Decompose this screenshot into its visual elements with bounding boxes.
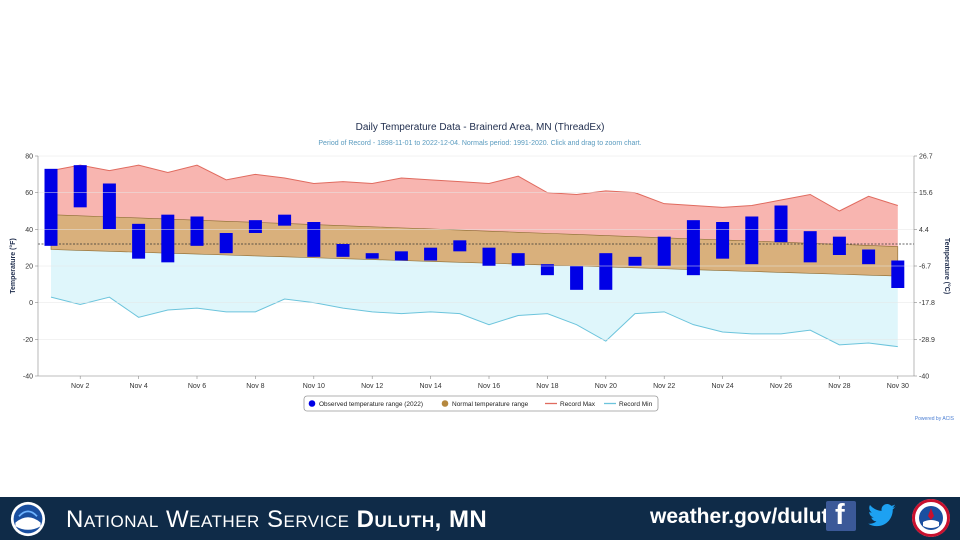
observed-bar-nov-28 bbox=[832, 236, 846, 255]
legend-record-max-label[interactable]: Record Max bbox=[560, 401, 596, 408]
observed-bar-nov-29 bbox=[862, 249, 876, 265]
x-tick-2: Nov 6 bbox=[188, 383, 206, 390]
observed-bar-nov-26 bbox=[774, 205, 788, 243]
x-tick-8: Nov 18 bbox=[536, 383, 558, 390]
chart-credit[interactable]: Powered by ACIS bbox=[915, 416, 955, 422]
observed-bar-nov-16 bbox=[482, 247, 496, 266]
observed-bar-nov-4 bbox=[132, 223, 146, 259]
observed-bar-nov-6 bbox=[190, 216, 204, 246]
facebook-icon[interactable]: f bbox=[826, 499, 856, 531]
observed-bar-nov-2 bbox=[73, 165, 87, 208]
chart-title: Daily Temperature Data - Brainerd Area, … bbox=[356, 122, 605, 133]
legend-observed-label[interactable]: Observed temperature range (2022) bbox=[319, 401, 423, 408]
x-tick-13: Nov 28 bbox=[828, 383, 850, 390]
y-tick-right-4: -17.8 bbox=[919, 300, 935, 307]
x-tick-11: Nov 24 bbox=[712, 383, 734, 390]
y-tick-left-0: 80 bbox=[25, 154, 33, 161]
chart-subtitle: Period of Record - 1898-11-01 to 2022-12… bbox=[318, 140, 641, 147]
plot-area[interactable] bbox=[38, 164, 914, 348]
observed-bar-nov-12 bbox=[365, 253, 379, 259]
y-tick-left-5: -20 bbox=[23, 337, 33, 344]
axes: 80 60 40 20 0 -20 -40 26.7 15.6 4.4 -6.7 -17.8 -28.9… bbox=[23, 154, 935, 391]
x-tick-10: Nov 22 bbox=[653, 383, 675, 390]
observed-bar-nov-7 bbox=[219, 233, 233, 254]
observed-bar-nov-24 bbox=[716, 222, 730, 259]
y-tick-left-2: 40 bbox=[25, 227, 33, 234]
website-link[interactable]: weather.gov/duluth bbox=[650, 505, 842, 528]
y-tick-right-2: 4.4 bbox=[919, 227, 929, 234]
nws-footer-banner: National Weather Service Duluth, MN weat… bbox=[0, 497, 960, 540]
observed-bar-nov-20 bbox=[599, 253, 613, 290]
x-tick-6: Nov 14 bbox=[420, 383, 442, 390]
x-tick-1: Nov 4 bbox=[129, 383, 147, 390]
x-tick-9: Nov 20 bbox=[595, 383, 617, 390]
y-tick-right-1: 15.6 bbox=[919, 190, 933, 197]
record-min-line bbox=[50, 296, 898, 348]
observed-bar-nov-17 bbox=[511, 253, 525, 266]
office-name: Duluth, MN bbox=[356, 506, 488, 533]
x-tick-5: Nov 12 bbox=[361, 383, 383, 390]
x-tick-4: Nov 10 bbox=[303, 383, 325, 390]
observed-bar-nov-1 bbox=[44, 168, 58, 246]
legend-normal-label[interactable]: Normal temperature range bbox=[452, 401, 529, 408]
x-tick-7: Nov 16 bbox=[478, 383, 500, 390]
legend-normal-marker bbox=[441, 400, 449, 407]
observed-bar-nov-23 bbox=[686, 220, 700, 276]
x-tick-0: Nov 2 bbox=[71, 383, 89, 390]
observed-bar-nov-18 bbox=[540, 264, 554, 276]
observed-bar-nov-27 bbox=[803, 231, 817, 263]
nws-office-title: National Weather Service Duluth, MN bbox=[66, 506, 487, 534]
observed-bar-nov-9 bbox=[278, 214, 292, 226]
record-max-line bbox=[50, 164, 898, 212]
temperature-chart[interactable]: Daily Temperature Data - Brainerd Area, … bbox=[0, 0, 960, 497]
y-tick-right-6: -40 bbox=[919, 374, 929, 381]
observed-bar-nov-3 bbox=[102, 183, 116, 230]
observed-bar-nov-13 bbox=[394, 251, 408, 261]
chart-legend[interactable]: Observed temperature range (2022) Normal… bbox=[303, 395, 659, 412]
observed-bar-nov-5 bbox=[161, 214, 175, 263]
twitter-icon[interactable] bbox=[866, 501, 898, 531]
y-tick-left-3: 20 bbox=[25, 264, 33, 271]
x-tick-12: Nov 26 bbox=[770, 383, 792, 390]
observed-bar-nov-19 bbox=[570, 266, 584, 290]
observed-bar-nov-25 bbox=[745, 216, 759, 265]
observed-bar-nov-10 bbox=[307, 222, 321, 257]
observed-bar-nov-22 bbox=[657, 236, 671, 266]
observed-bar-nov-8 bbox=[248, 220, 262, 233]
record-max-area bbox=[51, 165, 898, 247]
noaa-logo-icon[interactable] bbox=[9, 501, 47, 537]
y-tick-right-3: -6.7 bbox=[919, 264, 931, 271]
observed-bar-nov-15 bbox=[453, 240, 467, 252]
y-axis-label-left: Temperature (°F) bbox=[9, 238, 17, 294]
y-axis-label-right: Temperature (°C) bbox=[943, 238, 951, 294]
agency-name: National Weather Service bbox=[66, 506, 350, 533]
legend-record-min-label[interactable]: Record Min bbox=[619, 401, 653, 408]
y-tick-right-0: 26.7 bbox=[919, 154, 933, 161]
x-tick-3: Nov 8 bbox=[246, 383, 264, 390]
observed-bar-nov-11 bbox=[336, 244, 350, 257]
nws-seal-icon[interactable] bbox=[911, 498, 951, 538]
y-tick-right-5: -28.9 bbox=[919, 337, 935, 344]
record-min-area bbox=[51, 249, 898, 347]
x-tick-14: Nov 30 bbox=[887, 383, 909, 390]
legend-observed-marker bbox=[308, 400, 316, 407]
observed-bar-nov-21 bbox=[628, 256, 642, 266]
observed-bar-nov-30 bbox=[891, 260, 905, 288]
observed-bar-nov-14 bbox=[424, 247, 438, 261]
legend-box bbox=[303, 395, 659, 412]
y-tick-left-6: -40 bbox=[23, 374, 33, 381]
y-tick-left-1: 60 bbox=[25, 190, 33, 197]
y-tick-left-4: 0 bbox=[29, 300, 33, 307]
